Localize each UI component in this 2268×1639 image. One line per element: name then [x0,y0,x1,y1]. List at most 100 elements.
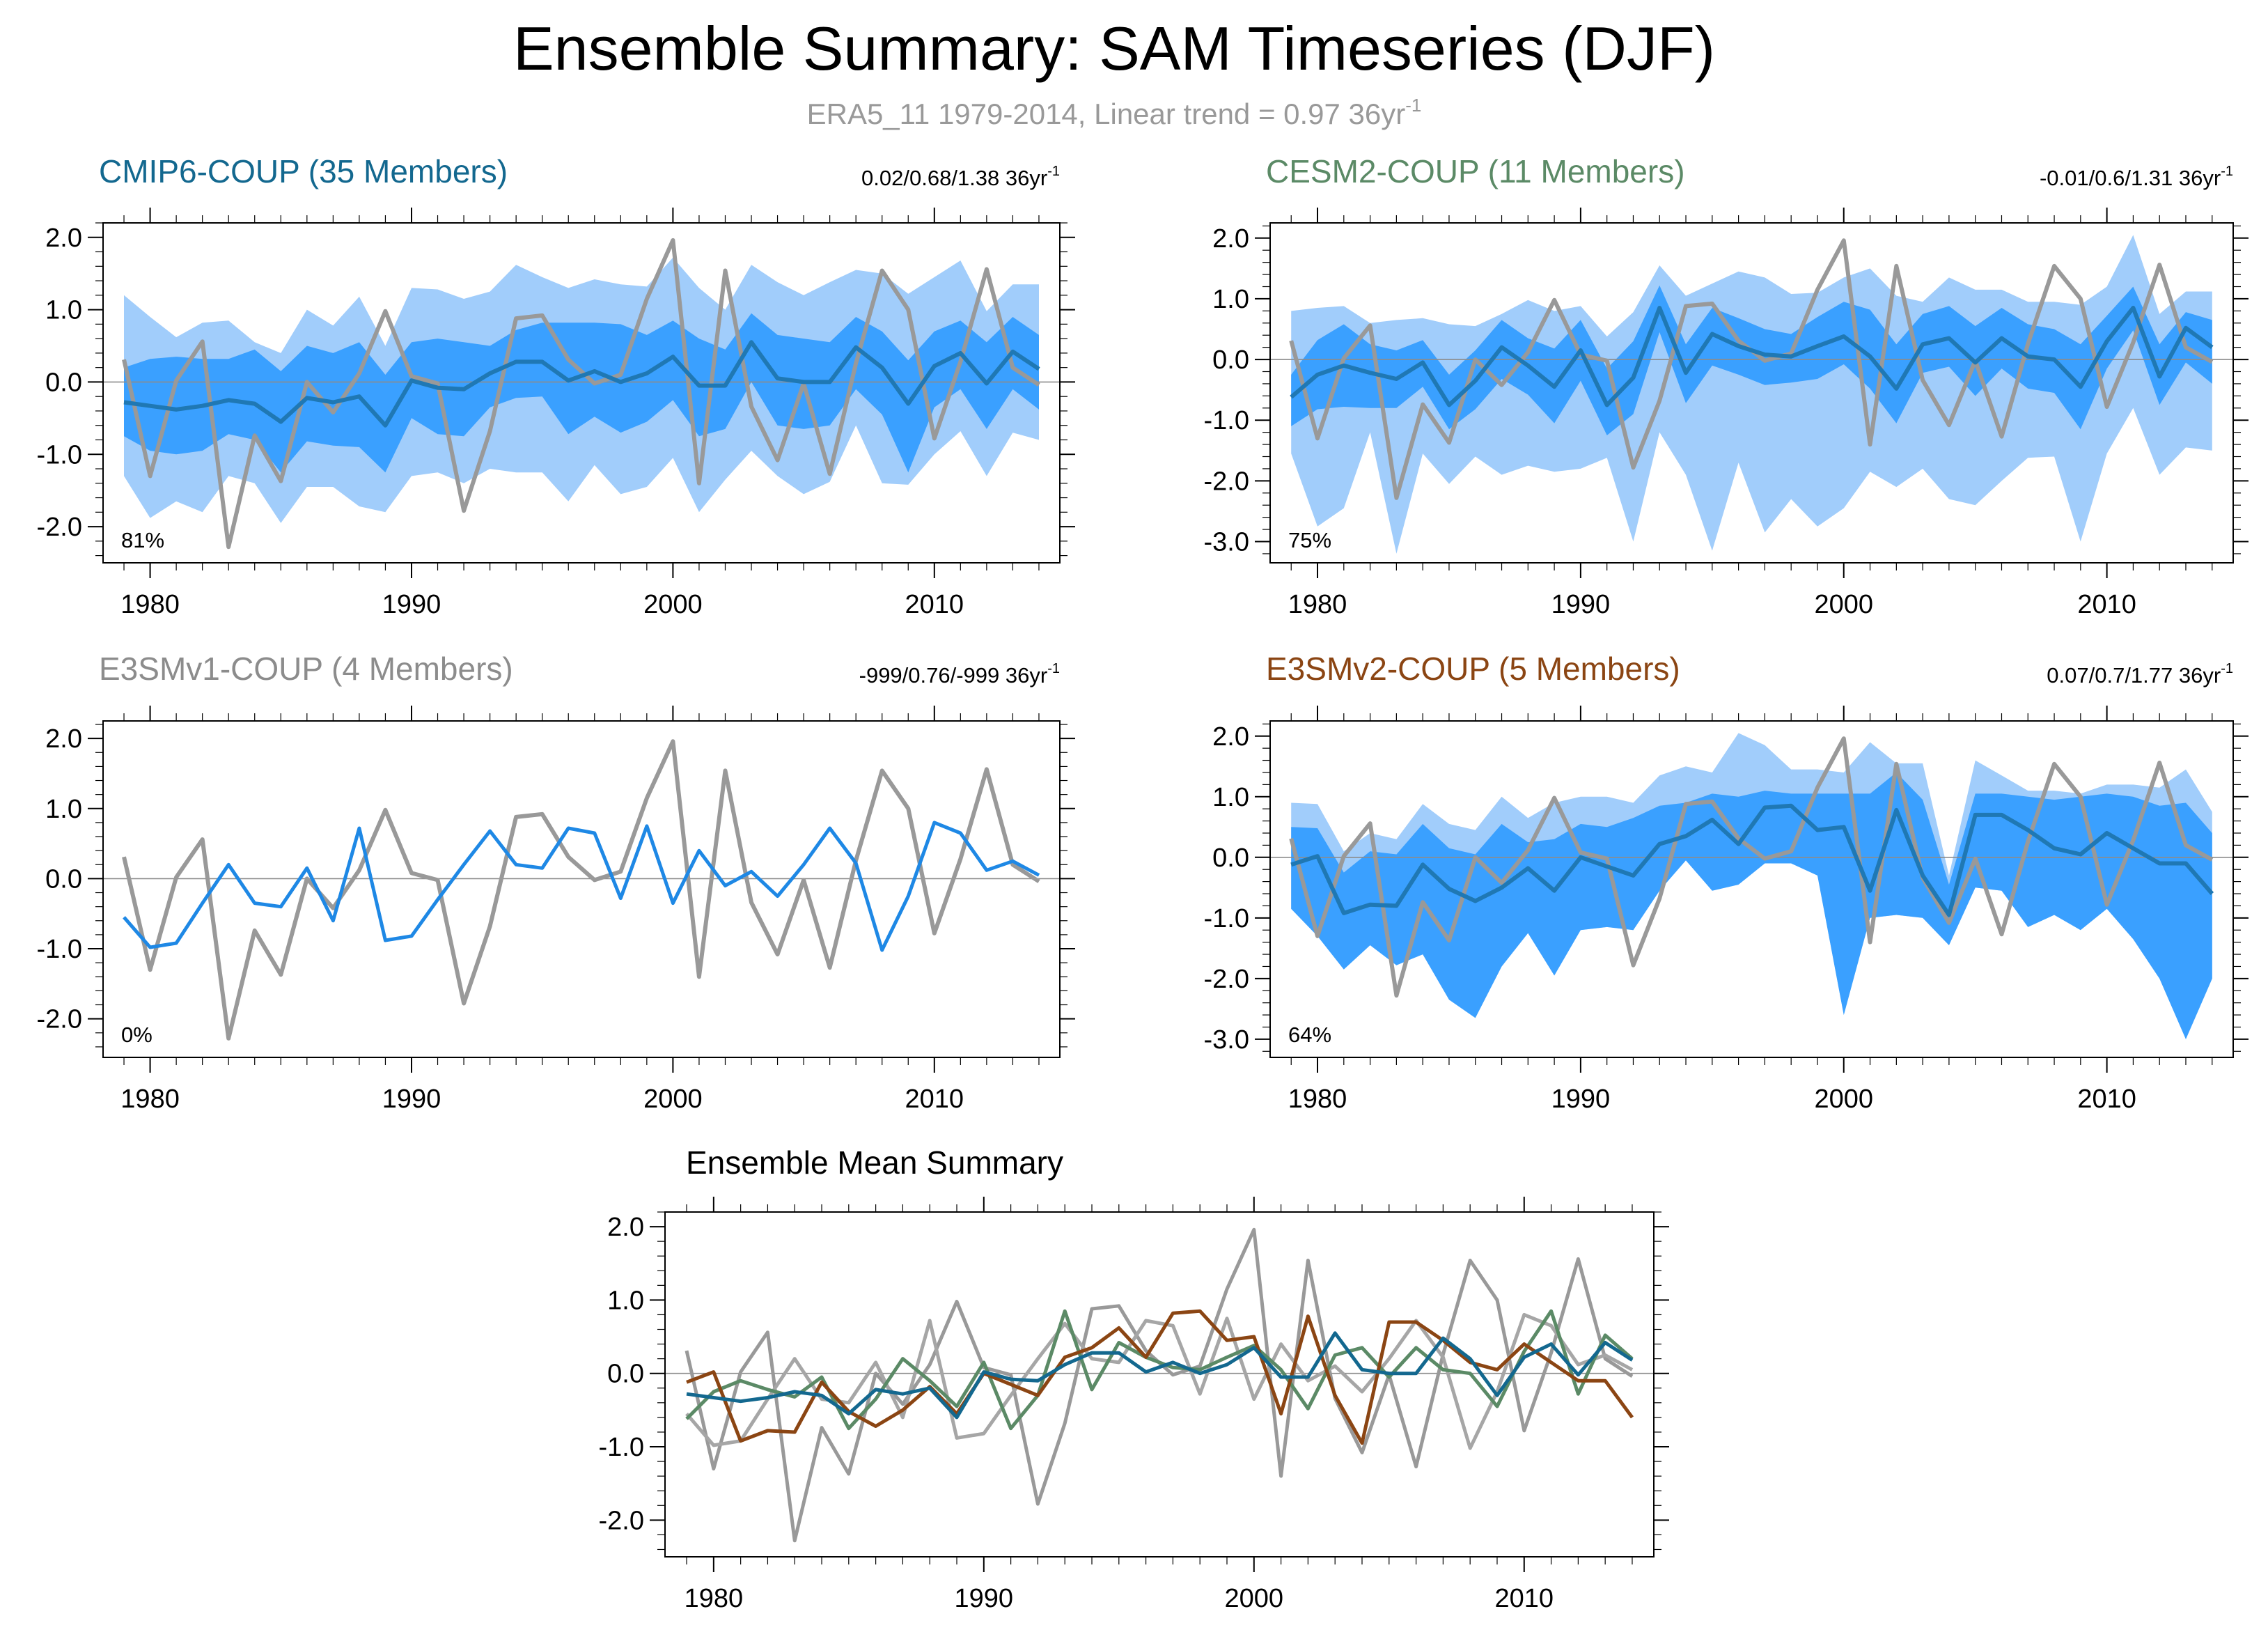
panel-stats-exponent: -1 [2221,164,2233,179]
y-tick-label: -3.0 [1204,1025,1249,1055]
main-title: Ensemble Summary: SAM Timeseries (DJF) [513,14,1715,83]
series-line-e3smv2-coup [686,1309,1634,1445]
plot-area [665,1227,1654,1543]
y-tick-label: 2.0 [45,724,82,754]
x-tick-label: 1990 [955,1584,1014,1613]
x-tick-label: 1980 [685,1584,744,1613]
y-tick-label: -1.0 [599,1433,644,1462]
inner-spread-band [124,313,1039,473]
panel-title: CESM2-COUP (11 Members) [1266,153,1685,189]
y-tick-label: -1.0 [1204,904,1249,933]
plot-frame [664,1211,1655,1558]
x-tick-label: 2000 [1814,1085,1873,1114]
x-tick-label: 1990 [1551,1085,1611,1114]
x-tick-label: 1990 [382,590,441,619]
percent-label: 81% [121,528,164,552]
y-tick-label: -2.0 [1204,467,1249,496]
x-tick-label: 2010 [1494,1584,1554,1613]
ensemble-mean-line [123,340,1040,428]
x-tick-label: 2000 [643,590,703,619]
y-tick-label: -2.0 [599,1506,644,1535]
panel-stats: 0.02/0.68/1.38 36yr-1 [861,164,1060,190]
x-tick-label: 1980 [120,590,180,619]
y-tick-label: 1.0 [607,1286,644,1315]
obs-line [1289,736,2214,998]
y-tick-label: -2.0 [1204,965,1249,994]
y-tick-label: 0.0 [1212,844,1249,873]
y-tick-label: -1.0 [1204,406,1249,435]
plot-frame [1269,720,2234,1058]
x-tick-label: 2000 [643,1085,703,1114]
x-tick-label: 2010 [2077,590,2136,619]
x-tick-label: 1980 [1288,1085,1347,1114]
panel-cesm2: CESM2-COUP (11 Members) -0.01/0.6/1.31 36… [1204,153,2249,619]
plot-area [103,739,1060,1041]
panel-title: E3SMv2-COUP (5 Members) [1266,651,1680,687]
x-tick-label: 2010 [905,1085,964,1114]
panel-stats-text: 0.02/0.68/1.38 36yr [861,166,1047,190]
y-tick-label: -2.0 [37,513,82,542]
subtitle-text: ERA5_11 1979-2014, Linear trend = 0.97 3… [807,98,1406,130]
plot-frame [102,720,1061,1058]
y-tick-label: -1.0 [37,440,82,469]
x-tick-label: 1990 [382,1085,441,1114]
plot-area [103,238,1060,550]
panel-stats-text: 0.07/0.7/1.77 36yr [2047,663,2221,688]
panel-stats: -0.01/0.6/1.31 36yr-1 [2040,164,2233,190]
y-tick-label: 2.0 [1212,722,1249,752]
panel-stats-exponent: -1 [2221,661,2233,676]
y-tick-label: 0.0 [1212,345,1249,375]
y-tick-label: 2.0 [1212,224,1249,254]
subtitle-exponent: -1 [1405,95,1421,116]
y-tick-label: 0.0 [607,1360,644,1389]
percent-label: 75% [1288,528,1331,552]
y-tick-label: 1.0 [1212,285,1249,314]
panel-stats-text: -0.01/0.6/1.31 36yr [2040,166,2221,190]
y-tick-label: 1.0 [45,296,82,325]
panel-stats-text: -999/0.76/-999 36yr [859,663,1048,688]
panel-e3smv2: E3SMv2-COUP (5 Members) 0.07/0.7/1.77 36y… [1204,651,2249,1114]
y-tick-label: -1.0 [37,935,82,964]
x-tick-label: 2000 [1814,590,1873,619]
ensemble-mean-line [123,821,1040,952]
panel-title: Ensemble Mean Summary [686,1144,1063,1181]
subtitle: ERA5_11 1979-2014, Linear trend = 0.97 3… [807,95,1422,130]
x-tick-label: 2010 [2077,1085,2136,1114]
inner-spread-band [1291,285,2212,435]
y-tick-label: 0.0 [45,368,82,397]
plot-frame [102,222,1061,564]
panel-e3smv1: E3SMv1-COUP (4 Members) -999/0.76/-999 36… [37,651,1075,1114]
plot-area [1270,733,2233,1039]
panel-stats-exponent: -1 [1047,661,1060,676]
panel-stats: -999/0.76/-999 36yr-1 [859,661,1060,688]
series-line-e3smv1-coup [685,1312,1634,1450]
obs-line [122,739,1040,1041]
y-tick-label: 1.0 [1212,783,1249,812]
y-tick-label: 2.0 [45,224,82,253]
x-tick-label: 1990 [1551,590,1611,619]
ensemble-mean-line [1290,306,2214,407]
x-tick-label: 1980 [120,1085,180,1114]
panel-stats: 0.07/0.7/1.77 36yr-1 [2047,661,2233,688]
series-line-cmip6-coup [686,1331,1634,1420]
outer-spread-band [1291,235,2212,554]
panel-cmip6: CMIP6-COUP (35 Members) 0.02/0.68/1.38 36… [37,153,1075,619]
x-tick-label: 2000 [1225,1584,1284,1613]
panel-title: E3SMv1-COUP (4 Members) [99,651,513,687]
y-tick-label: 2.0 [607,1213,644,1242]
y-tick-label: 1.0 [45,795,82,824]
y-tick-label: -2.0 [37,1005,82,1034]
obs-line [122,238,1040,550]
x-tick-label: 1980 [1288,590,1347,619]
plot-area [1270,235,2233,554]
percent-label: 0% [121,1023,152,1047]
panel-ensemble-mean-summary: Ensemble Mean Summary 2.0 1.0 0.0 -1.0 -2.0 19… [599,1144,1669,1613]
inner-spread-band [1291,772,2212,1039]
ensemble-mean-line [1290,803,2214,917]
percent-label: 64% [1288,1023,1331,1047]
series-line-cesm2-coup [685,1309,1634,1431]
panel-title: CMIP6-COUP (35 Members) [99,153,508,189]
y-tick-label: -3.0 [1204,528,1249,557]
y-tick-label: 0.0 [45,864,82,894]
